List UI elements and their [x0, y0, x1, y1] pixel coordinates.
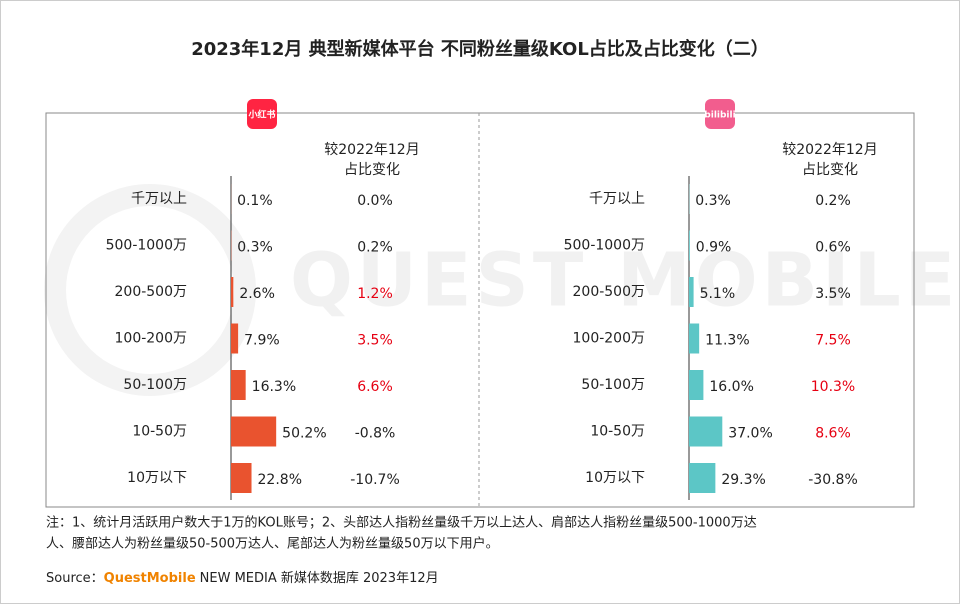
watermark-ring: [44, 184, 256, 396]
change-label: 0.6%: [815, 240, 851, 256]
logo: [247, 99, 277, 129]
value-label: 22.8%: [258, 472, 302, 488]
change-label: 6.6%: [357, 379, 393, 395]
logo-text: 小红书: [247, 109, 275, 121]
change-label: -30.8%: [808, 472, 858, 488]
change-header: 较2022年12月: [324, 142, 419, 158]
bar: [689, 370, 704, 400]
change-label: 7.5%: [815, 333, 851, 349]
bar: [231, 370, 246, 400]
bar: [689, 416, 723, 447]
category-label: 200-500万: [115, 284, 188, 300]
category-label: 100-200万: [573, 331, 646, 347]
value-label: 2.6%: [239, 286, 275, 302]
bar: [689, 323, 700, 354]
value-label: 5.1%: [700, 286, 736, 302]
change-header: 占比变化: [802, 162, 858, 178]
value-label: 11.3%: [705, 333, 749, 349]
category-label: 千万以上: [589, 191, 645, 207]
value-label: 0.9%: [696, 240, 732, 256]
panel-box: [45, 112, 915, 508]
category-label: 50-100万: [123, 377, 187, 393]
change-label: 0.0%: [357, 193, 393, 209]
bar: [231, 277, 234, 307]
logo: [705, 99, 735, 129]
change-label: 3.5%: [357, 333, 393, 349]
value-label: 29.3%: [721, 472, 765, 488]
watermark: QUEST MOBILE: [290, 238, 959, 324]
bar: [689, 230, 690, 261]
category-label: 10-50万: [590, 424, 645, 440]
category-label: 500-1000万: [106, 238, 187, 254]
title: 2023年12月 典型新媒体平台 不同粉丝量级KOL占比及占比变化（二）: [191, 38, 769, 60]
bar: [689, 463, 716, 493]
change-label: -10.7%: [350, 472, 400, 488]
change-label: 0.2%: [357, 240, 393, 256]
note: 人、腰部达人为粉丝量级50-500万达人、尾部达人为粉丝量级50万以下用户。: [46, 536, 499, 552]
logo-text: bilibili: [704, 111, 735, 121]
change-label: 8.6%: [815, 426, 851, 442]
note: 注：1、统计月活跃用户数大于1万的KOL账号；2、头部达人指粉丝量级千万以上达人…: [46, 515, 757, 531]
change-label: -0.8%: [355, 426, 396, 442]
category-label: 200-500万: [573, 284, 646, 300]
value-label: 37.0%: [728, 426, 772, 442]
category-label: 50-100万: [581, 377, 645, 393]
change-label: 10.3%: [811, 379, 855, 395]
change-header: 占比变化: [344, 162, 400, 178]
change-label: 3.5%: [815, 286, 851, 302]
source-rest: NEW MEDIA 新媒体数据库 2023年12月: [200, 570, 439, 586]
category-label: 千万以上: [131, 191, 187, 207]
category-label: 10万以下: [127, 470, 187, 486]
bar: [689, 277, 694, 307]
category-label: 500-1000万: [564, 238, 645, 254]
value-label: 0.3%: [695, 193, 731, 209]
value-label: 0.3%: [237, 240, 273, 256]
source: Source：QuestMobile NEW MEDIA 新媒体数据库 2023年…: [46, 570, 439, 586]
source-prefix: Source：: [46, 571, 104, 586]
bar: [231, 463, 252, 493]
change-header: 较2022年12月: [782, 142, 877, 158]
value-label: 7.9%: [244, 333, 280, 349]
change-label: 0.2%: [815, 193, 851, 209]
value-label: 0.1%: [237, 193, 273, 209]
change-label: 1.2%: [357, 286, 393, 302]
bar: [231, 323, 239, 354]
source-brand: QuestMobile: [104, 571, 196, 586]
value-label: 50.2%: [282, 426, 326, 442]
value-label: 16.0%: [709, 379, 753, 395]
value-label: 16.3%: [252, 379, 296, 395]
category-label: 10-50万: [132, 424, 187, 440]
category-label: 100-200万: [115, 331, 188, 347]
bar: [231, 416, 277, 447]
category-label: 10万以下: [585, 470, 645, 486]
